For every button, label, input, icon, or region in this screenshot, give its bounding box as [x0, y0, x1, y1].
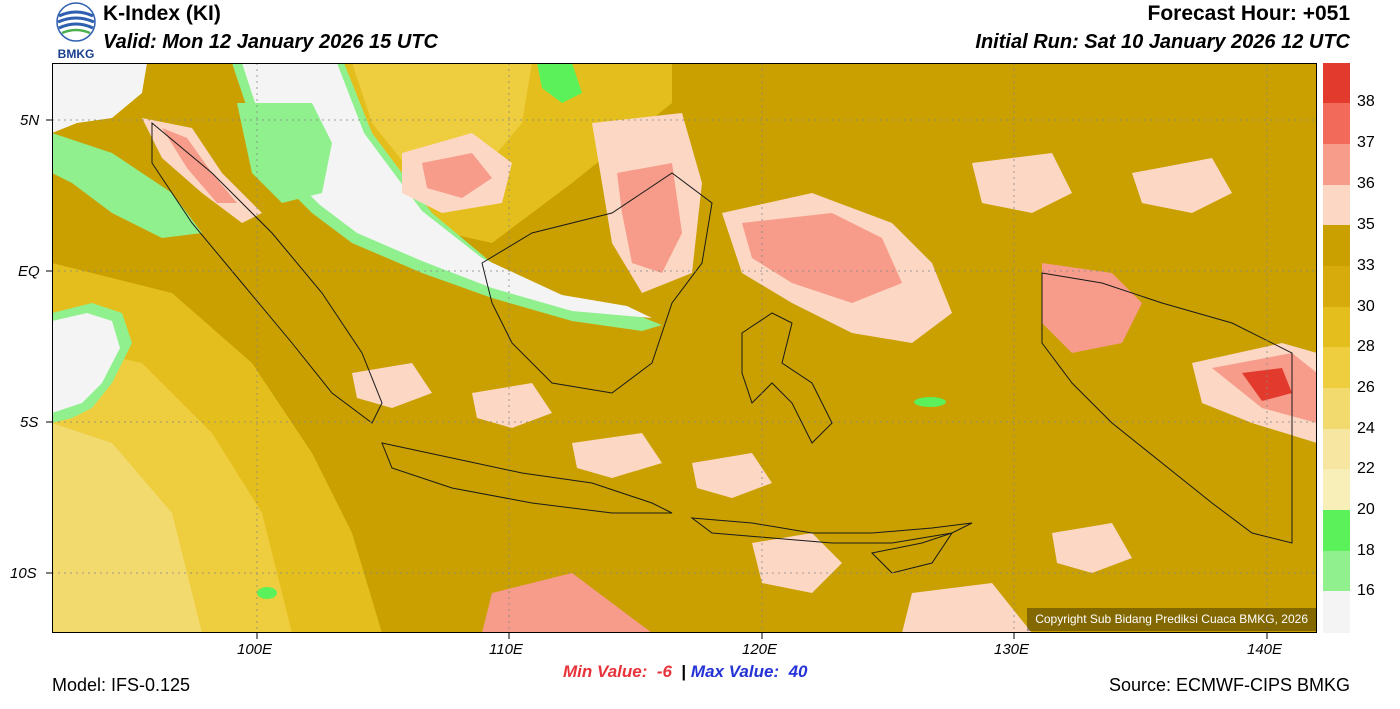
field-zone [1242, 368, 1292, 401]
min-max-separator: | [681, 662, 687, 681]
field-zone [422, 153, 492, 198]
field-zone [52, 63, 147, 133]
model-info: Model: IFS-0.125 [52, 675, 191, 695]
colorbar-swatch [1323, 388, 1350, 429]
lon-label-110e: 110E [489, 641, 523, 658]
logo-text: BMKG [58, 47, 95, 60]
min-max-values: Min Value: -6 | Max Value: 40 [563, 662, 807, 682]
colorbar-swatch [1323, 551, 1350, 591]
colorbar-label: 33 [1357, 257, 1375, 274]
colorbar-swatch [1323, 307, 1350, 347]
colorbar-label: 28 [1357, 338, 1375, 355]
field-zone [902, 583, 1032, 633]
colorbar-label: 22 [1357, 460, 1375, 477]
colorbar-swatch [1323, 347, 1350, 388]
colorbar-swatch [1323, 103, 1350, 144]
k-index-map [52, 63, 1317, 633]
field-zone [537, 63, 582, 103]
bmkg-logo-icon: BMKG [56, 2, 96, 60]
colorbar-label: 36 [1357, 175, 1375, 192]
field-zone [1052, 523, 1132, 573]
field-zone [237, 103, 332, 203]
colorbar-swatch [1323, 63, 1350, 103]
field-zone [972, 153, 1072, 213]
lon-label-100e: 100E [237, 641, 273, 658]
colorbar [1323, 63, 1350, 633]
field-zone [572, 433, 662, 478]
field-zone [52, 423, 202, 633]
lon-label-120e: 120E [742, 641, 778, 658]
colorbar-label: 26 [1357, 379, 1375, 396]
axis-ticks [46, 119, 1268, 639]
min-value: -6 [656, 662, 672, 681]
colorbar-swatch [1323, 510, 1350, 551]
forecast-hour: Forecast Hour: +051 [1147, 2, 1351, 25]
colorbar-label: 38 [1357, 93, 1375, 110]
colorbar-swatch [1323, 185, 1350, 225]
lat-label-5n: 5N [20, 112, 40, 129]
field-zone [692, 453, 772, 498]
colorbar-label: 16 [1357, 582, 1375, 599]
field-zone [352, 363, 432, 408]
field-zone [257, 587, 277, 599]
field-zone [617, 163, 682, 273]
colorbar-label: 18 [1357, 542, 1375, 559]
field-zone [914, 397, 946, 407]
lat-label-10s: 10S [10, 565, 37, 582]
lat-label-5s: 5S [20, 414, 39, 431]
copyright-note: Copyright Sub Bidang Prediksi Cuaca BMKG… [1027, 608, 1316, 631]
field-zone [742, 213, 902, 303]
field-zone [752, 533, 842, 593]
field-zone [52, 313, 120, 413]
initial-run: Initial Run: Sat 10 January 2026 12 UTC [975, 31, 1350, 53]
colorbar-label: 35 [1357, 216, 1375, 233]
colorbar-label: 37 [1357, 134, 1375, 151]
field-zone [1042, 263, 1142, 353]
colorbar-swatch [1323, 266, 1350, 307]
colorbar-swatch [1323, 225, 1350, 266]
field-zone [52, 133, 202, 238]
max-label: Max Value: [690, 662, 780, 681]
lon-label-130e: 130E [994, 641, 1030, 658]
colorbar-swatch [1323, 591, 1350, 633]
max-value: 40 [788, 662, 808, 681]
valid-time: Valid: Mon 12 January 2026 15 UTC [103, 31, 438, 53]
lon-label-140e: 140E [1247, 641, 1283, 658]
source-info: Source: ECMWF-CIPS BMKG [1108, 675, 1350, 695]
colorbar-swatch [1323, 429, 1350, 469]
field-zone [1132, 158, 1232, 213]
graticule [52, 63, 1317, 633]
min-label: Min Value: [563, 662, 648, 681]
field-zone [242, 63, 652, 318]
lat-label-eq: EQ [18, 263, 40, 280]
field-zone [472, 383, 552, 428]
colorbar-swatch [1323, 469, 1350, 510]
colorbar-label: 24 [1357, 420, 1375, 437]
chart-title: K-Index (KI) [103, 2, 221, 25]
colorbar-label: 30 [1357, 298, 1375, 315]
map-frame [52, 63, 1317, 633]
colorbar-swatch [1323, 144, 1350, 185]
colorbar-label: 20 [1357, 501, 1375, 518]
field-zone [482, 573, 652, 633]
